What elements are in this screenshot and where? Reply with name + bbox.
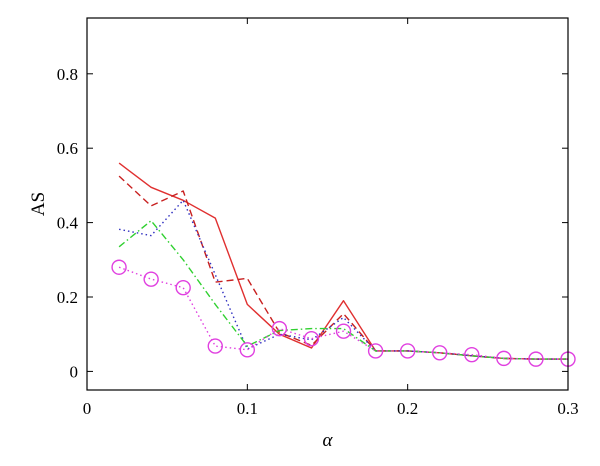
x-axis-label: α (323, 430, 334, 451)
y-tick-label: 0.4 (57, 214, 79, 233)
series-layer (111, 162, 576, 367)
x-tick-label: 0.3 (557, 399, 578, 418)
x-tick-label: 0.2 (397, 399, 418, 418)
y-tick-label: 0.8 (57, 65, 78, 84)
plot-frame (86, 17, 569, 391)
x-tick-label: 0 (83, 399, 92, 418)
y-tick-label: 0 (70, 362, 79, 381)
series-5-marker (496, 350, 512, 367)
series-5-marker (207, 338, 223, 354)
y-axis: 0 0.2 0.4 0.6 0.8 (57, 65, 568, 381)
series-5-marker (143, 271, 159, 287)
series-5-marker (111, 259, 127, 275)
series-line-5 (118, 266, 568, 360)
series-line-4 (118, 219, 568, 360)
series-line-3 (118, 199, 568, 360)
series-5-marker (303, 330, 320, 347)
series-5-marker (175, 280, 191, 296)
y-axis-label: AS (28, 192, 49, 216)
series-5-marker (399, 343, 416, 359)
series-5-marker (367, 343, 384, 359)
series-5-marker (432, 345, 448, 361)
series-5-marker (271, 320, 288, 337)
series-5-marker (528, 351, 544, 367)
series-5-marker (239, 342, 256, 358)
x-tick-label: 0.1 (237, 399, 258, 418)
y-tick-label: 0.2 (57, 288, 78, 307)
y-tick-label: 0.6 (57, 139, 78, 158)
series-5-marker (335, 323, 352, 339)
series-line-1 (118, 162, 568, 360)
series-5-marker (464, 346, 480, 363)
x-axis: 0 0.1 0.2 0.3 (83, 18, 579, 418)
